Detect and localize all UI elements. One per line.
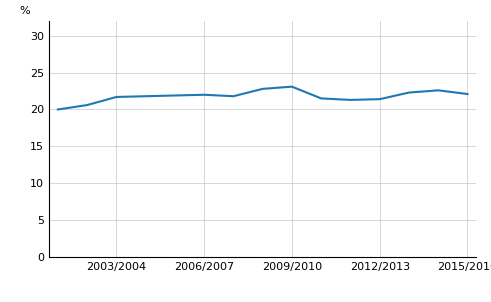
Text: %: % bbox=[19, 6, 30, 16]
